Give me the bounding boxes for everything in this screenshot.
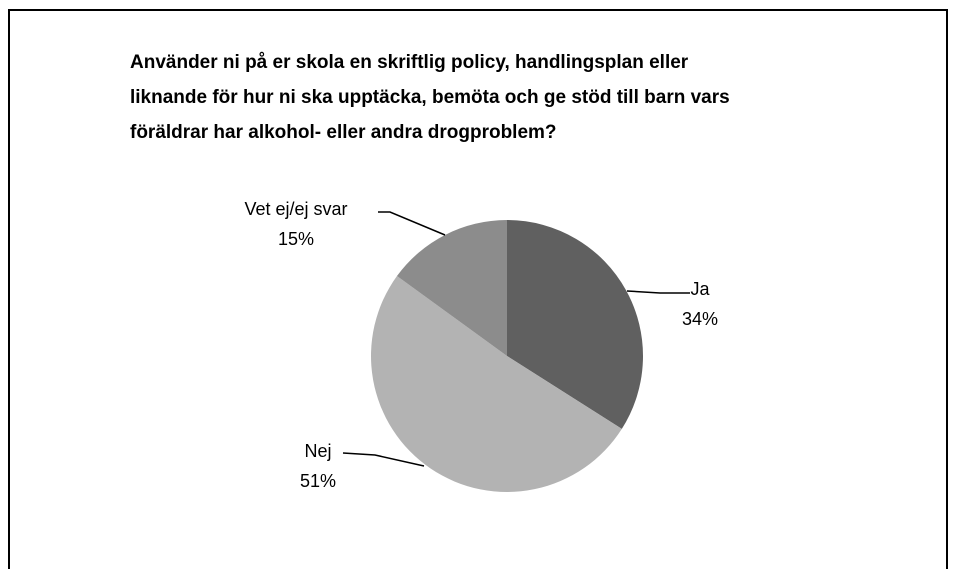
leader-line	[378, 211, 446, 236]
slice-value-label: 51%	[300, 471, 336, 491]
chart-title: Använder ni på er skola en skriftlig pol…	[130, 52, 689, 73]
chart-title: liknande för hur ni ska upptäcka, bemöta…	[130, 87, 730, 108]
slice-label: Vet ej/ej svar	[244, 199, 347, 219]
slice-value-label: 34%	[682, 309, 718, 329]
slice-label: Ja	[690, 279, 710, 299]
slice-label: Nej	[304, 441, 331, 461]
pie-slice	[507, 220, 644, 429]
leader-line	[342, 452, 425, 467]
chart-frame	[8, 9, 948, 569]
slice-value-label: 15%	[278, 229, 314, 249]
pie-slice	[396, 220, 507, 356]
chart-title: föräldrar har alkohol- eller andra drogp…	[130, 122, 557, 143]
leader-line	[626, 290, 690, 294]
pie-slice	[371, 276, 622, 492]
